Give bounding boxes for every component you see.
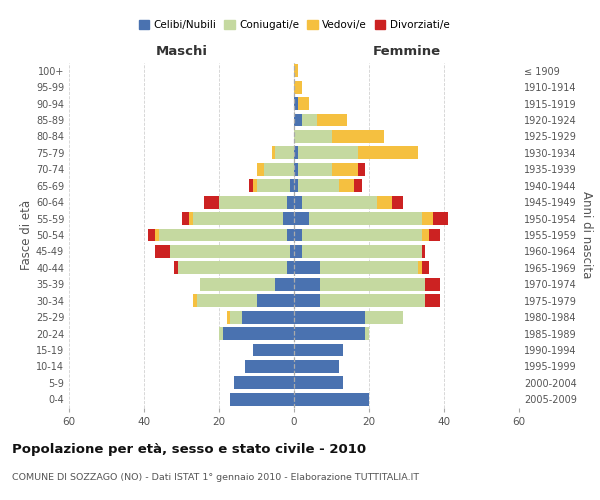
Bar — [294, 114, 302, 126]
Bar — [283, 212, 294, 225]
Bar — [275, 146, 294, 160]
Bar — [302, 196, 377, 208]
Bar — [275, 278, 294, 290]
Bar — [320, 262, 418, 274]
Bar — [245, 360, 294, 373]
Bar — [294, 180, 298, 192]
Bar — [290, 180, 294, 192]
Bar — [339, 180, 354, 192]
Bar — [294, 262, 320, 274]
Bar — [159, 228, 287, 241]
Bar — [302, 228, 421, 241]
Bar — [433, 212, 448, 225]
Bar — [365, 310, 403, 324]
Bar — [200, 278, 275, 290]
Bar — [418, 262, 421, 274]
Legend: Celibi/Nubili, Coniugati/e, Vedovi/e, Divorziati/e: Celibi/Nubili, Coniugati/e, Vedovi/e, Di… — [134, 16, 454, 34]
Bar — [294, 228, 302, 241]
Bar — [320, 294, 425, 307]
Bar — [392, 196, 403, 208]
Bar — [294, 97, 298, 110]
Bar — [193, 294, 197, 307]
Bar — [234, 376, 294, 390]
Bar — [178, 262, 287, 274]
Bar — [294, 245, 302, 258]
Bar — [358, 163, 365, 175]
Bar — [170, 245, 290, 258]
Bar — [227, 310, 230, 324]
Bar — [294, 130, 331, 143]
Bar — [294, 360, 339, 373]
Bar — [302, 245, 421, 258]
Bar — [421, 212, 433, 225]
Bar — [219, 327, 223, 340]
Bar — [309, 212, 421, 225]
Bar — [155, 245, 170, 258]
Text: Popolazione per età, sesso e stato civile - 2010: Popolazione per età, sesso e stato civil… — [12, 442, 366, 456]
Bar — [358, 146, 418, 160]
Bar — [193, 212, 283, 225]
Bar — [331, 163, 358, 175]
Bar — [148, 228, 155, 241]
Bar — [298, 97, 309, 110]
Bar — [182, 212, 189, 225]
Bar — [253, 344, 294, 356]
Bar — [298, 146, 358, 160]
Bar — [294, 64, 298, 77]
Bar — [317, 114, 347, 126]
Bar — [204, 196, 219, 208]
Bar — [294, 196, 302, 208]
Bar — [302, 114, 317, 126]
Bar — [249, 180, 253, 192]
Bar — [189, 212, 193, 225]
Bar — [294, 163, 298, 175]
Bar — [197, 294, 257, 307]
Bar — [230, 310, 241, 324]
Bar — [264, 163, 294, 175]
Bar — [354, 180, 361, 192]
Bar — [421, 228, 429, 241]
Bar — [241, 310, 294, 324]
Bar — [230, 393, 294, 406]
Bar — [294, 278, 320, 290]
Bar — [425, 278, 440, 290]
Bar — [294, 310, 365, 324]
Bar — [298, 180, 339, 192]
Bar — [155, 228, 159, 241]
Bar — [253, 180, 257, 192]
Bar — [294, 327, 365, 340]
Bar — [425, 294, 440, 307]
Bar — [320, 278, 425, 290]
Y-axis label: Fasce di età: Fasce di età — [20, 200, 33, 270]
Text: Femmine: Femmine — [373, 44, 440, 58]
Bar — [294, 80, 302, 94]
Bar — [287, 228, 294, 241]
Bar — [219, 196, 287, 208]
Bar — [257, 294, 294, 307]
Bar — [294, 393, 369, 406]
Bar — [294, 344, 343, 356]
Bar — [421, 262, 429, 274]
Bar — [223, 327, 294, 340]
Bar — [257, 163, 264, 175]
Bar — [287, 196, 294, 208]
Bar — [294, 376, 343, 390]
Bar — [290, 245, 294, 258]
Bar — [294, 146, 298, 160]
Bar — [294, 212, 309, 225]
Bar — [287, 262, 294, 274]
Bar — [298, 163, 331, 175]
Bar — [429, 228, 440, 241]
Bar — [257, 180, 290, 192]
Text: Maschi: Maschi — [155, 44, 208, 58]
Bar — [421, 245, 425, 258]
Bar — [331, 130, 384, 143]
Bar — [377, 196, 392, 208]
Bar — [365, 327, 369, 340]
Y-axis label: Anni di nascita: Anni di nascita — [580, 192, 593, 278]
Bar — [174, 262, 178, 274]
Bar — [271, 146, 275, 160]
Bar — [294, 294, 320, 307]
Text: COMUNE DI SOZZAGO (NO) - Dati ISTAT 1° gennaio 2010 - Elaborazione TUTTITALIA.IT: COMUNE DI SOZZAGO (NO) - Dati ISTAT 1° g… — [12, 472, 419, 482]
